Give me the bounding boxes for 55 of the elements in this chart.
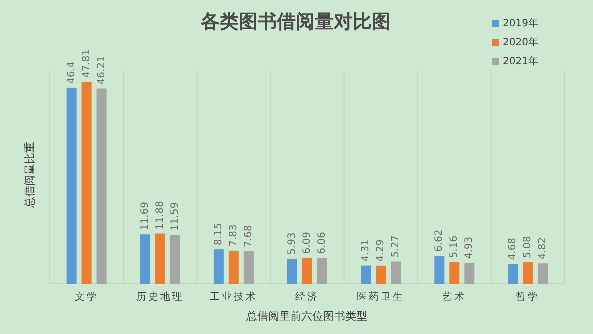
data-label: 8.15 [213, 223, 224, 246]
bar [391, 262, 402, 284]
bar [508, 264, 518, 284]
data-label: 7.83 [228, 224, 240, 247]
bar [376, 266, 386, 284]
data-label: 5.93 [287, 232, 298, 255]
bar [523, 262, 534, 284]
x-tick-label: 经济 [296, 291, 320, 303]
bar [302, 258, 312, 284]
x-tick-label: 文学 [74, 291, 99, 303]
x-tick-label: 哲学 [516, 291, 540, 303]
bar [82, 82, 92, 284]
bar [96, 88, 107, 284]
data-label: 6.06 [317, 232, 328, 254]
bar [66, 88, 77, 284]
data-label: 46.4 [66, 62, 78, 84]
data-label: 4.93 [464, 236, 476, 260]
x-tick-label: 艺术 [442, 291, 467, 303]
y-axis-title: 总借阅量比重 [24, 142, 36, 209]
bar [434, 256, 445, 284]
legend-label: 2021年 [503, 56, 538, 68]
chart-title: 各类图书借阅量对比图 [200, 11, 391, 33]
data-label: 5.16 [449, 236, 460, 258]
bar [228, 250, 239, 284]
x-axis-title: 总借阅里前六位图书类型 [246, 310, 368, 323]
data-label: 5.27 [390, 235, 402, 258]
bar [538, 264, 548, 284]
data-label: 47.81 [81, 49, 92, 78]
x-tick-label: 工业技术 [210, 291, 258, 303]
bar [361, 266, 372, 284]
bar [140, 234, 150, 284]
data-label: 4.68 [508, 238, 519, 260]
bar [464, 263, 475, 284]
bar [170, 235, 180, 284]
data-label: 11.59 [170, 202, 181, 232]
data-label: 4.31 [360, 240, 372, 262]
data-label: 4.82 [538, 237, 549, 260]
bar [214, 250, 224, 284]
legend-label: 2019年 [503, 18, 538, 30]
data-label: 7.68 [243, 225, 254, 248]
data-label: 5.08 [522, 236, 534, 259]
x-tick-label: 历史地理 [136, 291, 184, 303]
data-label: 11.88 [154, 201, 166, 230]
bar [244, 252, 254, 284]
bar [450, 262, 460, 284]
data-label: 46.21 [96, 56, 108, 85]
bar [155, 234, 166, 284]
data-label: 6.62 [434, 230, 446, 252]
bar [318, 258, 328, 284]
data-label: 6.09 [302, 232, 313, 254]
bar [288, 258, 298, 284]
x-tick-label: 医药卫生 [357, 291, 406, 303]
data-label: 4.29 [376, 240, 387, 262]
data-label: 11.69 [140, 202, 151, 231]
legend-label: 2020年 [503, 36, 538, 48]
